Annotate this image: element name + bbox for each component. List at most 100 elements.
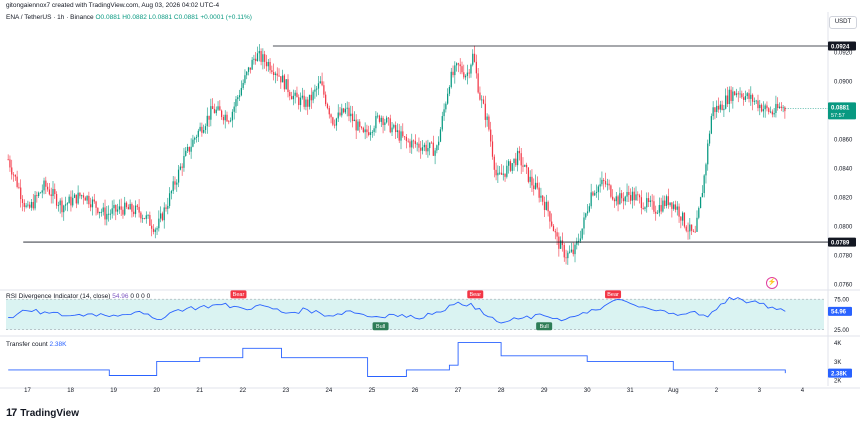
candle-body: [649, 200, 651, 203]
candle-body: [452, 71, 454, 76]
candle-body: [161, 213, 164, 221]
candle-body: [156, 228, 158, 230]
candle-body: [360, 126, 363, 128]
candle-body: [154, 229, 156, 232]
candle-body: [572, 249, 574, 255]
candle-body: [269, 61, 271, 71]
tradingview-logo[interactable]: 17 TradingView: [6, 407, 79, 419]
candle-body: [520, 153, 522, 166]
candle-body: [570, 249, 573, 252]
candle-body: [676, 206, 678, 210]
candle-body: [701, 193, 704, 198]
candle-body: [753, 100, 756, 102]
candle-body: [506, 165, 508, 177]
candle-body: [57, 205, 60, 207]
candle-body: [750, 94, 752, 99]
candle-body: [18, 186, 20, 188]
x-tick-label: 28: [498, 388, 505, 394]
candle-body: [273, 72, 275, 75]
candle-body: [332, 117, 334, 125]
rsi-pane: Bear Bull Bear Bull Bear: [6, 290, 824, 331]
tc-name: Transfer count: [6, 341, 48, 348]
candle-body: [179, 166, 181, 170]
candle-body: [590, 192, 592, 207]
candle-body: [707, 143, 709, 165]
candle-body: [192, 139, 194, 147]
candle-body: [726, 95, 729, 105]
candle-body: [168, 193, 171, 206]
candle-body: [407, 140, 409, 142]
rsi-legend[interactable]: RSI Divergence Indicator (14, close) 54.…: [6, 293, 150, 300]
candle-body: [454, 65, 456, 76]
x-tick-label: 19: [110, 388, 117, 394]
brand-name: TradingView: [20, 407, 79, 419]
candle-body: [615, 196, 617, 202]
main-legend[interactable]: ENA / TetherUS · 1h · Binance O0.0881 H0…: [6, 14, 252, 21]
tc-value: 2.38K: [49, 341, 67, 348]
candle-body: [509, 161, 512, 171]
candle-body: [692, 230, 695, 232]
candle-body: [599, 184, 601, 187]
candle-body: [176, 182, 178, 185]
candle-body: [461, 66, 463, 73]
rsi-annotation-label: Bull: [540, 324, 549, 330]
candle-body: [337, 112, 339, 119]
candle-body: [425, 144, 427, 152]
candle-body: [195, 136, 198, 138]
candle-body: [197, 130, 199, 137]
transfer-count-legend[interactable]: Transfer count 2.38K: [6, 341, 66, 348]
rsi-annotation-tag: [536, 322, 553, 331]
candle-body: [55, 194, 58, 206]
candle-body: [281, 75, 284, 83]
candle-body: [46, 186, 49, 190]
candle-body: [393, 125, 395, 128]
rsi-value-label: 54.96: [831, 310, 847, 316]
x-tick-label: 26: [412, 388, 419, 394]
candle-body: [685, 226, 687, 231]
candle-body: [342, 108, 345, 113]
candle-body: [115, 205, 117, 212]
candle-body: [640, 197, 643, 208]
candle-body: [170, 191, 173, 194]
currency-button[interactable]: USDT: [829, 16, 857, 29]
candle-body: [355, 119, 357, 131]
axes: 0.0760 0.0780 0.0800 0.0820 0.0840 0.0860 0.08…: [24, 41, 856, 394]
candle-body: [50, 194, 52, 197]
candle-body: [147, 215, 149, 216]
candle-body: [133, 211, 135, 215]
candle-body: [20, 187, 22, 200]
candle-body: [316, 88, 318, 90]
candle-body: [199, 126, 201, 131]
candle-body: [482, 99, 485, 104]
candle-body: [287, 79, 289, 93]
candle-body: [490, 129, 492, 142]
candle-body: [160, 213, 162, 219]
candle-body: [717, 105, 720, 110]
candle-body: [635, 194, 637, 201]
candle-body: [190, 146, 192, 152]
candle-body: [378, 115, 381, 122]
flash-icon[interactable]: ⚡: [766, 277, 778, 289]
candle-body: [371, 131, 373, 133]
candle-body: [443, 109, 445, 117]
candle-body: [118, 206, 120, 210]
candle-body: [665, 196, 668, 206]
rsi-annotation-tag: [372, 322, 389, 331]
x-tick-label: 2: [715, 388, 719, 394]
rsi-tick-label: 25.00: [834, 328, 850, 334]
candle-body: [88, 195, 90, 205]
last-price-tag: [828, 102, 856, 120]
candle-body: [256, 53, 259, 62]
candle-body: [771, 111, 773, 115]
candle-body: [12, 174, 15, 176]
candle-body: [470, 64, 472, 74]
candle-body: [373, 128, 375, 132]
candle-body: [427, 148, 429, 152]
candle-body: [79, 192, 81, 197]
candle-body: [109, 213, 112, 215]
candle-body: [710, 116, 712, 134]
candle-body: [276, 73, 278, 76]
x-tick-label: 20: [153, 388, 160, 394]
candle-body: [120, 206, 122, 210]
